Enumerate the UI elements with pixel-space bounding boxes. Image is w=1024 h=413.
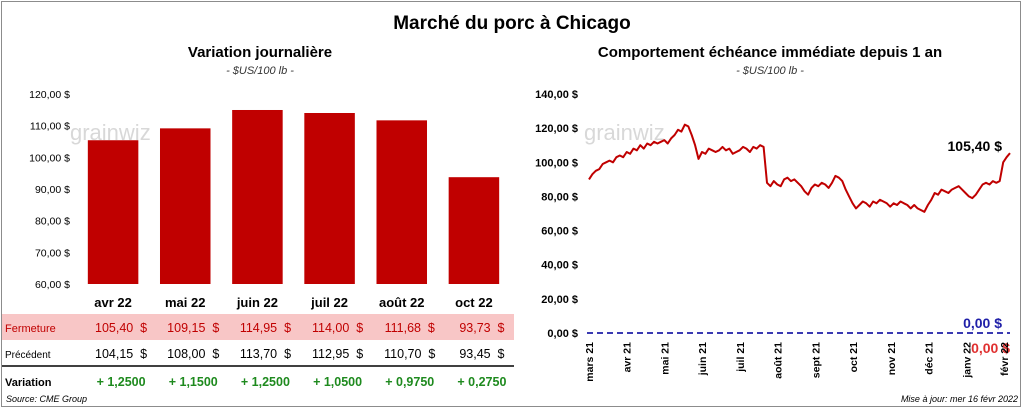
line-y-tick-label: 140,00 $ bbox=[535, 89, 578, 101]
bar-y-tick-label: 100,00 $ bbox=[29, 152, 70, 164]
bar-x-tick-label: oct 22 bbox=[455, 295, 493, 310]
table-cell: + 1,1500 bbox=[169, 375, 218, 389]
bar-y-axis: 60,00 $ 70,00 $ 80,00 $ 90,00 $ 100,00 $ 110,… bbox=[29, 89, 70, 291]
bar-y-tick-label: 70,00 $ bbox=[35, 247, 70, 259]
bar bbox=[448, 177, 500, 284]
table-cell: + 0,2750 bbox=[457, 375, 506, 389]
line-x-tick-label: déc 21 bbox=[924, 342, 936, 375]
table-cell: 111,68 $ bbox=[385, 321, 435, 335]
bar-y-tick-label: 120,00 $ bbox=[29, 89, 70, 101]
table-cell: 105,40 $ bbox=[95, 321, 147, 335]
line-x-axis: mars 21 avr 21 mai 21 juin 21 juil 21 août 21… bbox=[584, 342, 1011, 382]
line-x-tick-label: oct 21 bbox=[848, 342, 860, 373]
line-chart-title: Comportement échéance immédiate depuis 1… bbox=[598, 44, 942, 61]
bar-x-tick-label: août 22 bbox=[379, 295, 425, 310]
table-row-label: Fermeture bbox=[5, 323, 56, 335]
bar bbox=[376, 120, 428, 284]
line-x-tick-label: avr 21 bbox=[622, 342, 634, 373]
line-y-tick-label: 100,00 $ bbox=[535, 157, 578, 169]
dashboard-panel: Marché du porc à Chicago Variation journ… bbox=[1, 1, 1021, 407]
main-title: Marché du porc à Chicago bbox=[393, 13, 631, 34]
table-cell: 104,15 $ bbox=[95, 347, 147, 361]
watermark-right: grainwiz bbox=[584, 120, 665, 145]
line-y-tick-label: 60,00 $ bbox=[541, 226, 578, 238]
price-table: Fermeture 105,40 $ 109,15 $ 114,95 $ 114,00 … bbox=[5, 321, 506, 389]
zero-value-label: 0,00 $ bbox=[963, 315, 1002, 331]
price-line-series bbox=[588, 123, 1011, 213]
line-x-tick-label: août 21 bbox=[773, 342, 785, 379]
line-x-tick-label: nov 21 bbox=[886, 342, 898, 375]
bar bbox=[159, 128, 211, 284]
bar-chart-title: Variation journalière bbox=[188, 44, 332, 61]
bar-x-tick-label: mai 22 bbox=[165, 295, 205, 310]
bar-y-tick-label: 60,00 $ bbox=[35, 279, 70, 291]
line-y-tick-label: 80,00 $ bbox=[541, 191, 578, 203]
bar-x-tick-label: avr 22 bbox=[94, 295, 132, 310]
table-cell: + 1,2500 bbox=[241, 375, 290, 389]
table-cell: 109,15 $ bbox=[167, 321, 219, 335]
line-y-tick-label: 20,00 $ bbox=[541, 294, 578, 306]
table-row-label: Variation bbox=[5, 377, 52, 389]
last-value-label: 105,40 $ bbox=[948, 138, 1003, 154]
line-y-tick-label: 40,00 $ bbox=[541, 260, 578, 272]
bar-x-axis: avr 22 mai 22 juin 22 juil 22 août 22 oct 22 bbox=[94, 295, 492, 310]
line-y-tick-label: 0,00 $ bbox=[547, 328, 578, 340]
fermeture-row-background bbox=[2, 314, 514, 340]
line-x-tick-label: juin 21 bbox=[697, 342, 709, 376]
table-cell: 93,45 $ bbox=[459, 347, 504, 361]
table-cell: 112,95 $ bbox=[312, 347, 363, 361]
table-cell: 114,95 $ bbox=[240, 321, 291, 335]
bar-x-tick-label: juin 22 bbox=[236, 295, 278, 310]
table-row-label: Précédent bbox=[5, 350, 51, 361]
line-chart-subtitle: - $US/100 lb - bbox=[736, 65, 804, 77]
bar bbox=[232, 109, 283, 284]
line-x-tick-label: mars 21 bbox=[584, 342, 596, 382]
table-cell: + 1,0500 bbox=[313, 375, 362, 389]
bar bbox=[87, 140, 139, 284]
bar-y-tick-label: 110,00 $ bbox=[30, 121, 70, 133]
line-x-tick-label: sept 21 bbox=[810, 342, 822, 378]
bar bbox=[304, 113, 355, 284]
table-cell: + 1,2500 bbox=[97, 375, 146, 389]
bar-series bbox=[87, 109, 500, 284]
table-cell: 108,00 $ bbox=[167, 347, 219, 361]
line-y-tick-label: 120,00 $ bbox=[535, 123, 578, 135]
bar-y-tick-label: 90,00 $ bbox=[35, 184, 70, 196]
table-cell: 110,70 $ bbox=[384, 347, 435, 361]
table-cell: + 0,9750 bbox=[385, 375, 434, 389]
line-x-tick-label: févr 22 bbox=[999, 342, 1011, 376]
line-x-tick-label: janv 22 bbox=[961, 342, 973, 379]
bar-chart-subtitle: - $US/100 lb - bbox=[226, 65, 294, 77]
table-cell: 93,73 $ bbox=[459, 321, 504, 335]
line-x-tick-label: mai 21 bbox=[659, 342, 671, 375]
table-cell: 114,00 $ bbox=[312, 321, 363, 335]
line-y-axis: 0,00 $ 20,00 $ 40,00 $ 60,00 $ 80,00 $ 100,00… bbox=[535, 89, 578, 340]
update-note: Mise à jour: mer 16 févr 2022 bbox=[901, 394, 1018, 404]
source-note: Source: CME Group bbox=[6, 394, 87, 404]
bar-x-tick-label: juil 22 bbox=[310, 295, 348, 310]
table-cell: 113,70 $ bbox=[240, 347, 291, 361]
zero-value-label-red: 0,00 $ bbox=[971, 340, 1010, 356]
chart-canvas: Marché du porc à Chicago Variation journ… bbox=[2, 13, 1018, 404]
bar-y-tick-label: 80,00 $ bbox=[35, 216, 70, 228]
line-x-tick-label: juil 21 bbox=[735, 342, 747, 373]
